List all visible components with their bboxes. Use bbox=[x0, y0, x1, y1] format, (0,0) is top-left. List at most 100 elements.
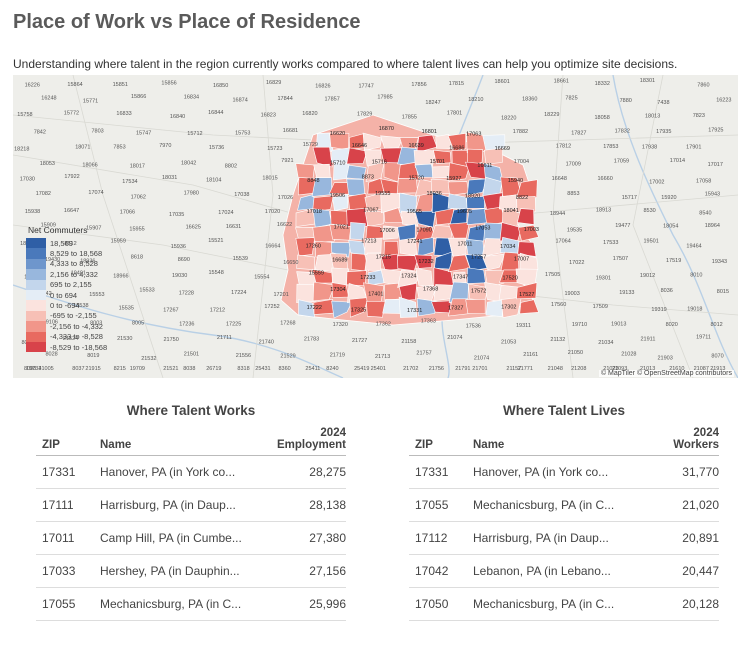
zip-label: 16874 bbox=[233, 98, 248, 104]
zip-label: 8005 bbox=[132, 320, 144, 326]
legend-label: -695 to -2,155 bbox=[50, 311, 97, 321]
zip-label: 18301 bbox=[640, 78, 655, 84]
zip-label: 17327 bbox=[448, 305, 463, 311]
zip-label: 16664 bbox=[265, 244, 280, 250]
value-cell: 20,447 bbox=[682, 564, 719, 578]
zip-header[interactable]: ZIP bbox=[42, 439, 60, 451]
zip-label: 15943 bbox=[705, 191, 720, 197]
legend-swatch bbox=[26, 269, 46, 280]
zip-label: 18220 bbox=[501, 116, 516, 122]
table-row[interactable]: 17112 Harrisburg, PA (in Daup... 20,891 bbox=[409, 522, 719, 555]
table-row[interactable]: 17055 Mechanicsburg, PA (in C... 21,020 bbox=[409, 489, 719, 522]
zip-label: 17812 bbox=[556, 144, 571, 150]
zip-area bbox=[362, 132, 383, 151]
zip-label: 19018 bbox=[687, 306, 702, 312]
zip-label: 21530 bbox=[117, 336, 132, 342]
zip-label: 17014 bbox=[670, 158, 685, 164]
zip-cell: 17055 bbox=[415, 498, 449, 512]
zip-label: 19311 bbox=[516, 323, 531, 329]
zip-label: 25411 bbox=[305, 366, 320, 372]
zip-label: 16639 bbox=[409, 143, 424, 149]
legend-item: -695 to -2,155 bbox=[26, 310, 136, 322]
table-row[interactable]: 17111 Harrisburg, PA (in Daup... 28,138 bbox=[36, 489, 346, 522]
map-canvas[interactable]: 16226 15864 15851 15856 16850 16829 16826 17747… bbox=[13, 75, 738, 378]
employment-header[interactable]: 2024 Employment bbox=[268, 427, 346, 451]
zip-label: 17815 bbox=[449, 81, 464, 87]
zip-cell: 17055 bbox=[42, 597, 76, 611]
zip-label: 17260 bbox=[306, 243, 321, 249]
zip-label: 19711 bbox=[696, 334, 711, 340]
zip-label: 16650 bbox=[283, 260, 298, 266]
zip-cell: 17331 bbox=[415, 465, 449, 479]
table-row[interactable]: 17331 Hanover, PA (in York co... 28,275 bbox=[36, 456, 346, 489]
table-row[interactable]: 17033 Hershey, PA (in Dauphin... 27,156 bbox=[36, 555, 346, 588]
zip-label: 15535 bbox=[119, 306, 134, 312]
legend-item: 8,529 to 18,568 bbox=[26, 248, 136, 259]
legend-swatch bbox=[26, 238, 46, 249]
zip-label: 17801 bbox=[447, 111, 462, 117]
zip-label: 21750 bbox=[164, 337, 179, 343]
zip-label: 17064 bbox=[556, 238, 571, 244]
name-cell: Mechanicsburg, PA (in C... bbox=[100, 597, 242, 611]
zip-label: 21532 bbox=[141, 356, 156, 362]
legend-label: -2,156 to -4,332 bbox=[50, 321, 103, 331]
zip-label: 17560 bbox=[551, 302, 566, 308]
name-header[interactable]: Name bbox=[100, 439, 132, 451]
zip-label: 17901 bbox=[686, 145, 701, 151]
zip-label: 17201 bbox=[274, 292, 289, 298]
legend-swatch bbox=[26, 331, 46, 342]
zip-label: 17233 bbox=[360, 275, 375, 281]
zip-label: 7970 bbox=[159, 143, 171, 149]
zip-label: 16620 bbox=[330, 131, 345, 137]
zip-cell: 17111 bbox=[42, 498, 74, 512]
zip-label: 16611 bbox=[477, 163, 492, 169]
zip-label: 17024 bbox=[218, 210, 233, 216]
table-row[interactable]: 17331 Hanover, PA (in York co... 31,770 bbox=[409, 456, 719, 489]
zip-label: 17268 bbox=[280, 320, 295, 326]
zip-label: 17362 bbox=[376, 322, 391, 328]
zip-label: 8873 bbox=[362, 174, 374, 180]
zip-label: 17925 bbox=[708, 128, 723, 134]
zip-area bbox=[465, 254, 488, 272]
zip-label: 18054 bbox=[663, 223, 678, 229]
zip-area bbox=[414, 210, 436, 228]
legend-item: -2,156 to -4,332 bbox=[26, 321, 136, 332]
zip-area bbox=[346, 147, 368, 165]
name-cell: Harrisburg, PA (in Daup... bbox=[473, 531, 609, 545]
zip-label: 15927 bbox=[446, 176, 461, 182]
zip-area bbox=[364, 237, 382, 256]
zip-label: 21711 bbox=[217, 335, 232, 341]
legend-item: 2,156 to 4,332 bbox=[26, 269, 136, 280]
table-row[interactable]: 17042 Lebanon, PA (in Lebano... 20,447 bbox=[409, 555, 719, 588]
zip-label: 8512 bbox=[64, 241, 76, 247]
zip-area bbox=[398, 296, 418, 318]
zip-label: 7823 bbox=[693, 113, 705, 119]
zip-label: 18247 bbox=[425, 100, 440, 106]
table-row[interactable]: 17011 Camp Hill, PA (in Cumbe... 27,380 bbox=[36, 522, 346, 555]
zip-label: 16248 bbox=[41, 96, 56, 102]
workers-header[interactable]: 2024 Workers bbox=[641, 427, 719, 451]
zip-label: 16840 bbox=[170, 114, 185, 120]
zip-cell: 17042 bbox=[415, 564, 449, 578]
zip-label: 19477 bbox=[615, 223, 630, 229]
zip-label: 17829 bbox=[357, 111, 372, 117]
table-row[interactable]: 17055 Mechanicsburg, PA (in C... 25,996 bbox=[36, 588, 346, 621]
zip-label: 21756 bbox=[429, 366, 444, 372]
zip-label: 21791 bbox=[455, 366, 470, 372]
zip-label: 15533 bbox=[139, 287, 154, 293]
zip-label: 15736 bbox=[209, 145, 224, 151]
zip-label: 15864 bbox=[67, 82, 82, 88]
zip-label: 17090 bbox=[417, 228, 432, 234]
table-row[interactable]: 17050 Mechanicsburg, PA (in C... 20,128 bbox=[409, 588, 719, 621]
zip-label: 16689 bbox=[332, 257, 347, 263]
zip-area bbox=[517, 241, 537, 257]
map-attribution[interactable]: © MapTiler © OpenStreetMap contributors bbox=[598, 370, 734, 377]
zip-header[interactable]: ZIP bbox=[415, 439, 433, 451]
name-header[interactable]: Name bbox=[473, 439, 505, 451]
zip-cell: 17011 bbox=[42, 531, 75, 545]
zip-area bbox=[447, 237, 467, 259]
commuter-map[interactable]: 16226 15864 15851 15856 16850 16829 16826 17747… bbox=[13, 75, 738, 378]
zip-cell: 17331 bbox=[42, 465, 76, 479]
legend-title: Net Commuters bbox=[28, 225, 88, 235]
zip-label: 21719 bbox=[330, 352, 345, 358]
